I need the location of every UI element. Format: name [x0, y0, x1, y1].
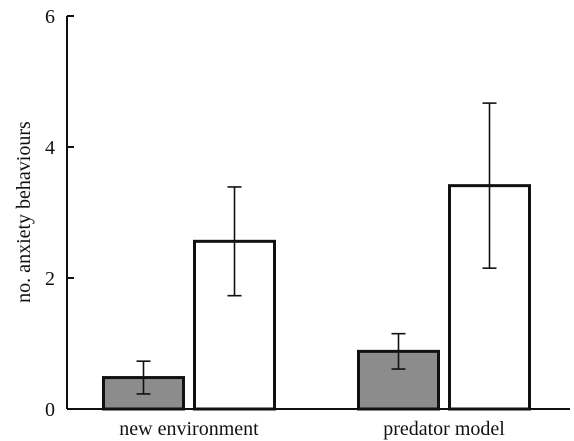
y-axis-label: no. anxiety behaviours: [13, 121, 35, 303]
error-bars: [136, 102, 497, 395]
x-tick-label-1: predator model: [383, 418, 505, 440]
y-tick-label-1: 2: [45, 268, 55, 290]
y-tick-label-0: 0: [45, 399, 55, 421]
bars: [102, 184, 531, 411]
x-tick-label-0: new environment: [119, 418, 259, 440]
y-tick-label-3: 6: [45, 6, 55, 28]
y-ticks: 0 2 4 6: [45, 6, 74, 421]
y-tick-label-2: 4: [45, 137, 55, 159]
x-tick-labels: new environment predator model: [119, 418, 505, 440]
